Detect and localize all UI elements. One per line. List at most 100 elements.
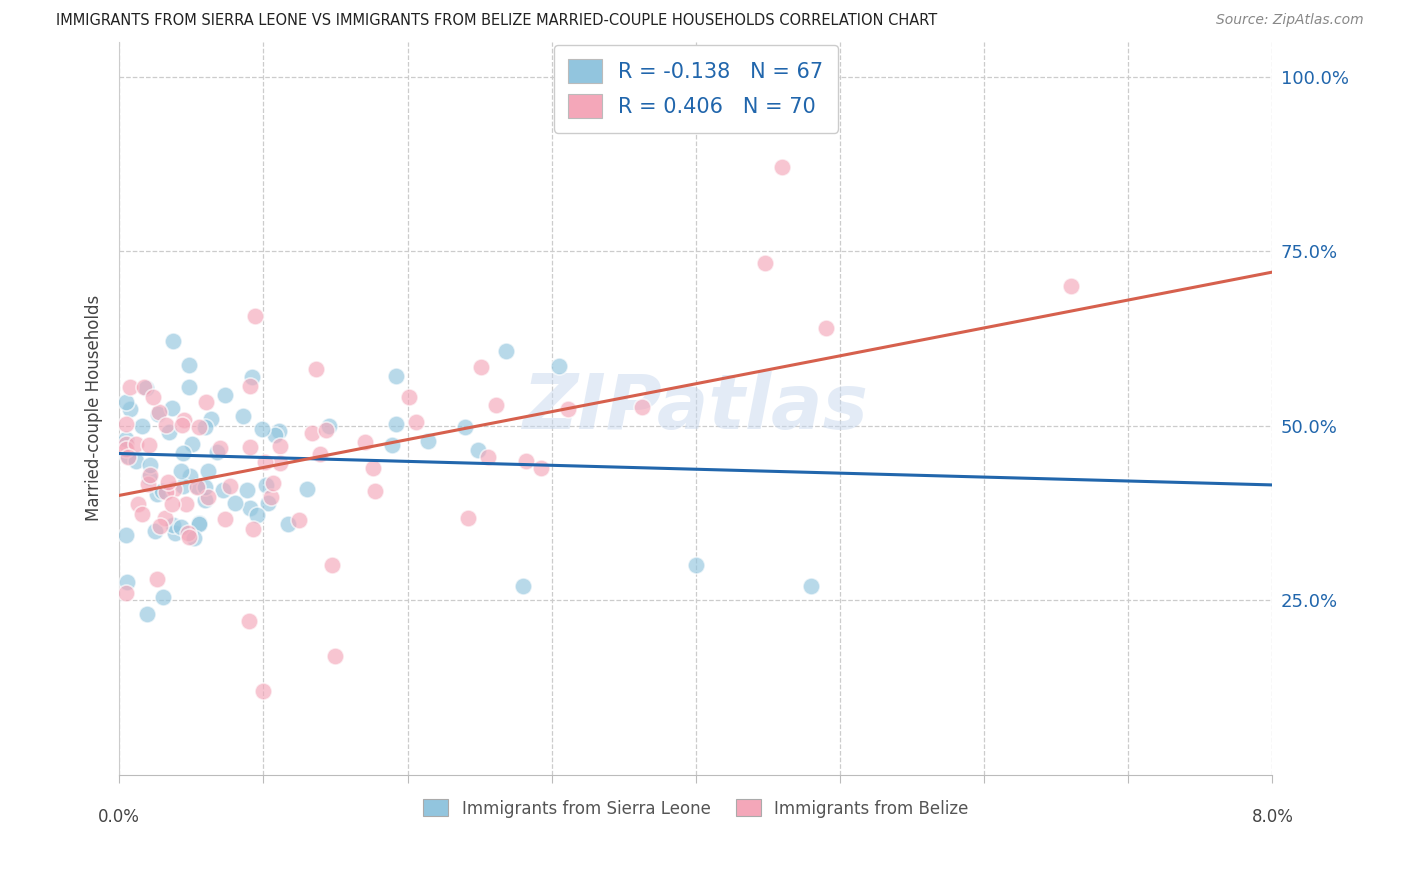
Point (200, 411, 222, 425)
Point (125, 454, 148, 468)
Point (269, 456, 291, 470)
Text: IMMIGRANTS FROM SIERRA LEONE VS IMMIGRANTS FROM BELIZE MARRIED-COUPLE HOUSEHOLDS: IMMIGRANTS FROM SIERRA LEONE VS IMMIGRAN… (56, 13, 938, 29)
Point (136, 477, 159, 491)
Point (557, 402, 579, 417)
Y-axis label: Married-couple Households: Married-couple Households (86, 295, 103, 521)
Point (163, 526, 186, 541)
Point (361, 460, 384, 475)
Point (548, 359, 571, 374)
Point (183, 531, 205, 545)
Point (143, 524, 166, 539)
Point (153, 510, 176, 524)
Point (160, 401, 183, 415)
Point (149, 519, 172, 533)
Point (124, 436, 146, 450)
Point (318, 418, 340, 433)
Point (301, 425, 323, 440)
Point (115, 432, 138, 446)
Point (239, 501, 262, 516)
Point (269, 439, 291, 453)
Point (148, 408, 170, 422)
Point (309, 447, 332, 461)
Point (207, 445, 229, 459)
Point (188, 517, 211, 532)
Point (118, 380, 141, 394)
Point (194, 492, 217, 507)
Point (685, 558, 707, 573)
Point (172, 479, 194, 493)
Point (146, 572, 169, 586)
Point (172, 417, 194, 432)
Point (162, 517, 184, 532)
Point (148, 405, 170, 419)
Point (194, 420, 217, 434)
Point (243, 309, 266, 323)
Point (172, 446, 194, 460)
Point (754, 256, 776, 270)
Point (159, 425, 181, 440)
Point (173, 413, 195, 427)
Point (770, 161, 793, 175)
Point (162, 334, 184, 349)
Point (186, 480, 208, 494)
Point (186, 479, 208, 493)
Point (181, 436, 204, 450)
Point (115, 436, 138, 450)
Point (131, 508, 153, 522)
Text: ZIPatlas: ZIPatlas (523, 371, 869, 445)
Point (260, 490, 283, 504)
Point (115, 442, 138, 457)
Point (485, 399, 508, 413)
Point (381, 437, 404, 451)
Point (239, 440, 262, 454)
Point (117, 450, 139, 464)
Point (142, 390, 165, 404)
Point (315, 423, 337, 437)
Point (224, 496, 246, 510)
Point (163, 482, 186, 496)
Point (135, 381, 157, 395)
Text: 0.0%: 0.0% (98, 807, 141, 826)
Point (416, 434, 439, 448)
Point (236, 483, 259, 497)
Point (250, 422, 273, 436)
Point (256, 496, 278, 510)
Point (364, 484, 387, 499)
Point (530, 461, 553, 475)
Point (1060, 279, 1083, 293)
Point (177, 358, 200, 372)
Point (321, 558, 343, 572)
Point (800, 579, 823, 593)
Point (467, 443, 489, 458)
Point (262, 476, 284, 491)
Point (218, 479, 240, 493)
Point (246, 508, 269, 523)
Point (240, 369, 263, 384)
Point (239, 379, 262, 393)
Point (398, 390, 420, 404)
Point (814, 320, 837, 334)
Point (177, 530, 200, 544)
Point (305, 362, 328, 376)
Point (631, 400, 654, 414)
Point (188, 516, 211, 530)
Point (179, 469, 201, 483)
Point (238, 614, 260, 628)
Point (115, 395, 138, 409)
Point (115, 528, 138, 542)
Point (138, 469, 160, 483)
Point (188, 419, 211, 434)
Point (117, 450, 139, 464)
Point (470, 359, 492, 374)
Point (295, 482, 318, 496)
Point (454, 420, 477, 434)
Point (254, 455, 277, 469)
Point (252, 683, 274, 698)
Point (155, 485, 177, 500)
Point (269, 424, 291, 438)
Point (155, 417, 177, 432)
Point (170, 464, 193, 478)
Point (136, 607, 159, 621)
Point (325, 648, 347, 663)
Point (139, 467, 162, 482)
